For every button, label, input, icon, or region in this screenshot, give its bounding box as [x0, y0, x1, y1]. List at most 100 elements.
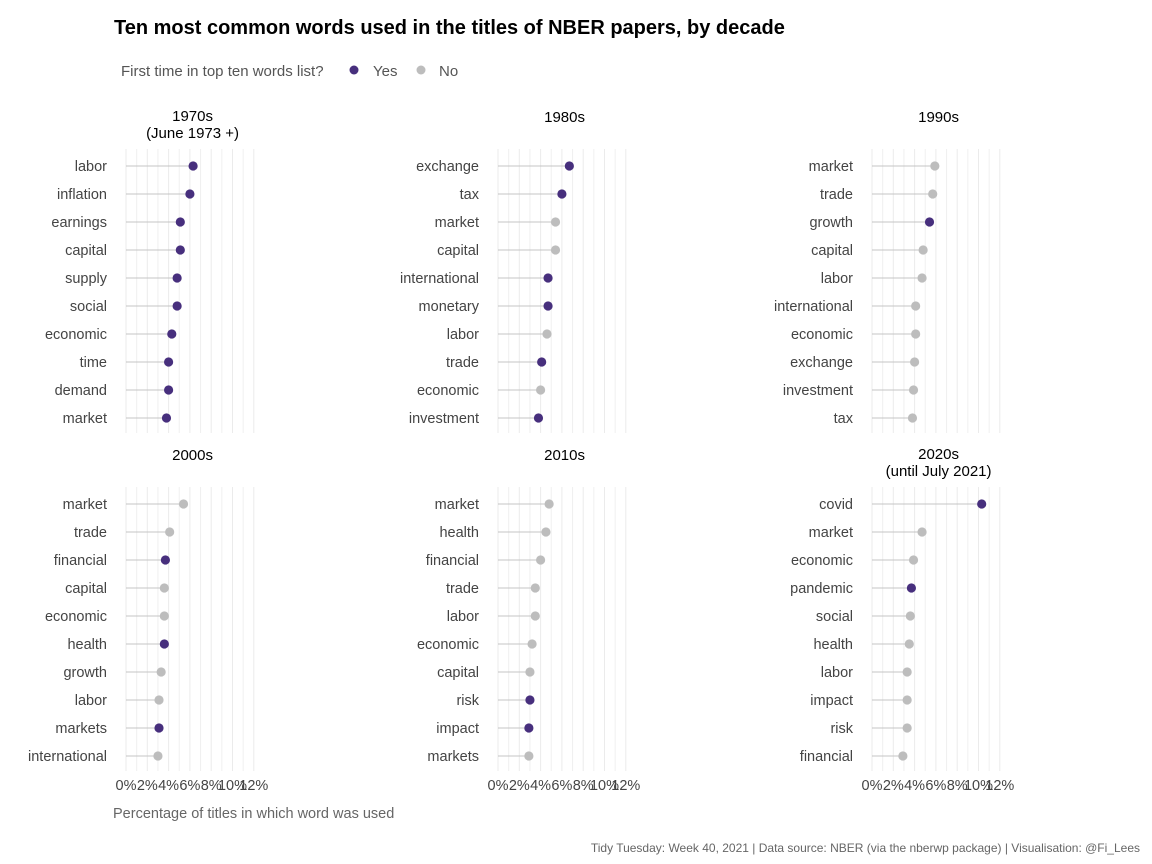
x-tick-label: 4%: [158, 778, 179, 794]
lollipop-point: [524, 723, 534, 733]
lollipop-point: [527, 639, 537, 649]
category-label: trade: [74, 525, 107, 541]
x-tick-label: 6%: [925, 778, 946, 794]
category-label: economic: [791, 553, 853, 569]
lollipop-point: [164, 385, 174, 395]
chart-title: Ten most common words used in the titles…: [114, 17, 785, 39]
category-label: market: [809, 525, 853, 541]
category-label: impact: [436, 721, 479, 737]
category-label: trade: [446, 581, 479, 597]
lollipop-point: [905, 611, 915, 621]
lollipop-point: [185, 189, 195, 199]
lollipop-point: [911, 329, 921, 339]
facet-panel-1970s: 1970s(June 1973 +) labor inflation earnings…: [45, 108, 255, 433]
category-label: labor: [821, 665, 853, 681]
lollipop-point: [908, 385, 919, 395]
x-tick-label: 4%: [530, 778, 551, 794]
facet-title: 2000s: [172, 447, 213, 464]
x-tick-label: 12%: [985, 778, 1014, 794]
x-tick-label: 6%: [551, 778, 572, 794]
x-tick-label: 6%: [179, 778, 200, 794]
category-label: growth: [809, 215, 853, 231]
category-label: market: [809, 159, 853, 175]
lollipop-point: [172, 273, 182, 283]
legend-yes-swatch: [349, 65, 359, 75]
lollipop-point: [902, 695, 912, 705]
lollipop-point: [172, 301, 182, 311]
x-tick-label: 0%: [488, 778, 509, 794]
category-label: capital: [65, 243, 107, 259]
lollipop-point: [159, 611, 169, 621]
x-tick-label: 12%: [239, 778, 268, 794]
category-label: financial: [426, 553, 479, 569]
lollipop-point: [930, 161, 940, 171]
category-label: economic: [45, 327, 107, 343]
category-label: impact: [810, 693, 853, 709]
category-label: exchange: [416, 159, 479, 175]
category-label: time: [80, 355, 107, 371]
lollipop-point: [910, 357, 920, 367]
facet-panel-2010s: 2010s market health financial trade labor econ…: [417, 447, 640, 794]
legend: First time in top ten words list? Yes No: [121, 63, 458, 80]
x-tick-label: 10%: [218, 778, 247, 794]
lollipop-point: [533, 413, 544, 423]
x-tick-label: 8%: [947, 778, 968, 794]
lollipop-point: [188, 161, 198, 171]
x-tick-label: 2%: [137, 778, 158, 794]
lollipop-point: [164, 357, 174, 367]
facet-panels: 1970s(June 1973 +) labor inflation earnings…: [28, 108, 1014, 794]
lollipop-point: [902, 723, 912, 733]
category-label: health: [813, 637, 853, 653]
facet-title: 1980s: [544, 109, 585, 126]
category-label: risk: [830, 721, 853, 737]
lollipop-point: [524, 751, 534, 761]
lollipop-point: [160, 555, 171, 565]
category-label: capital: [437, 243, 479, 259]
facet-panel-2020s: 2020s(until July 2021) covid market economi…: [790, 446, 1014, 794]
lollipop-point: [917, 273, 927, 283]
category-label: supply: [65, 271, 108, 287]
category-label: labor: [821, 271, 853, 287]
lollipop-point: [908, 555, 919, 565]
lollipop-point: [178, 499, 189, 509]
legend-no-label: No: [439, 63, 458, 80]
lollipop-point: [557, 189, 567, 199]
lollipop-point: [536, 385, 546, 395]
lollipop-point: [159, 639, 169, 649]
x-tick-label: 10%: [964, 778, 993, 794]
x-tick-label: 12%: [611, 778, 640, 794]
lollipop-point: [911, 301, 921, 311]
lollipop-point: [544, 499, 554, 509]
lollipop-point: [907, 413, 918, 423]
category-label: economic: [45, 609, 107, 625]
lollipop-point: [542, 329, 552, 339]
category-label: labor: [447, 327, 479, 343]
lollipop-point: [153, 751, 163, 761]
facet-title: 1970s: [172, 108, 213, 125]
category-label: social: [70, 299, 107, 315]
x-tick-label: 2%: [883, 778, 904, 794]
lollipop-point: [543, 301, 553, 311]
category-label: social: [816, 609, 853, 625]
category-label: tax: [834, 411, 854, 427]
category-label: markets: [427, 749, 479, 765]
category-label: tax: [460, 187, 480, 203]
x-axis-title: Percentage of titles in which word was u…: [113, 806, 394, 822]
category-label: pandemic: [790, 581, 853, 597]
lollipop-point: [530, 611, 540, 621]
legend-title: First time in top ten words list?: [121, 63, 324, 80]
lollipop-point: [918, 245, 928, 255]
category-label: monetary: [419, 299, 480, 315]
category-label: economic: [791, 327, 853, 343]
category-label: labor: [75, 159, 107, 175]
facet-title: 2010s: [544, 447, 585, 464]
lollipop-point: [536, 555, 546, 565]
lollipop-point: [154, 695, 164, 705]
x-tick-label: 0%: [862, 778, 883, 794]
category-label: risk: [456, 693, 479, 709]
lollipop-point: [917, 527, 927, 537]
lollipop-point: [525, 695, 535, 705]
category-label: economic: [417, 383, 479, 399]
category-label: market: [63, 411, 107, 427]
